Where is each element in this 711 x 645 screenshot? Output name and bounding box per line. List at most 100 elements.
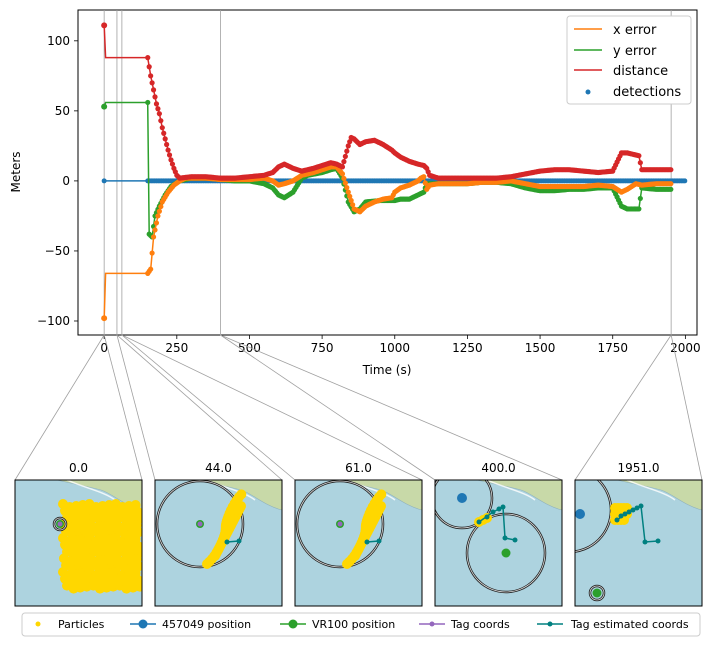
series-point: [636, 153, 642, 159]
series-point: [341, 175, 347, 182]
tag-estimated-point: [638, 503, 644, 509]
series-point: [155, 106, 161, 112]
bottom-legend-label-vr100: VR100 position: [312, 618, 395, 631]
shoreline-path: [626, 480, 676, 501]
series-distance: [101, 22, 674, 181]
inset-title: 44.0: [205, 461, 232, 475]
series-point: [149, 250, 155, 256]
tag-coords-point: [57, 521, 63, 527]
series-point: [347, 139, 353, 145]
tag-estimated-point: [634, 505, 640, 511]
bottom-legend-label-particles: Particles: [58, 618, 105, 631]
tag-estimated-point: [496, 506, 502, 512]
series-point: [165, 147, 171, 153]
series-point: [158, 118, 164, 124]
inset-connectors: [14, 334, 703, 481]
range-circle-inner: [156, 480, 244, 568]
x-tick-label: 1750: [597, 341, 628, 355]
particle: [236, 501, 246, 511]
shoreline-path: [66, 480, 116, 501]
tag-estimated-point: [484, 514, 490, 520]
connector-line: [14, 334, 105, 481]
y-axis-ticks: −100 −50 0 50 100: [37, 34, 78, 328]
tag-estimated-point: [655, 538, 661, 544]
x-tick-label: 0: [100, 341, 108, 355]
series-point: [344, 148, 350, 154]
bottom-legend-label-tag-estimated: Tag estimated coords: [570, 618, 689, 631]
range-circle-inner: [589, 585, 605, 601]
connector-line: [220, 334, 436, 481]
series-point: [146, 64, 152, 70]
x-tick-label: 2000: [670, 341, 701, 355]
series-point: [155, 213, 161, 219]
series-point: [344, 184, 350, 191]
connector-line: [121, 334, 423, 481]
series-start-point: [101, 315, 108, 322]
series-point: [341, 159, 347, 165]
series-point: [145, 99, 151, 106]
x-tick-label: 750: [311, 341, 334, 355]
series-point: [152, 227, 158, 233]
x-tick-label: 1000: [379, 341, 410, 355]
series-point: [159, 125, 165, 131]
series-point: [156, 111, 162, 117]
457049-position: [457, 493, 467, 503]
range-circle-inner: [466, 513, 546, 593]
series-point: [153, 101, 160, 107]
series-point: [345, 189, 351, 195]
x-tick-label: 1500: [525, 341, 556, 355]
series-point: [153, 220, 160, 226]
series-point: [164, 141, 170, 148]
series-point: [168, 157, 174, 163]
detection-point: [682, 178, 688, 184]
legend-label-detections: detections: [613, 85, 681, 100]
x-axis-ticks: 0 250 500 750 1000 1250 1500 1750 2000: [100, 335, 701, 355]
tag-estimated-point: [614, 517, 620, 523]
x-tick-label: 250: [165, 341, 188, 355]
series-point: [668, 186, 674, 192]
main-legend: x error y error distance detections: [566, 15, 692, 105]
legend-label-x-error: x error: [613, 23, 657, 38]
tag-estimated-point: [224, 539, 230, 545]
y-axis-label: Meters: [9, 151, 23, 192]
tag-estimated-point: [630, 507, 636, 513]
tag-coords-point: [197, 521, 203, 527]
particle: [236, 489, 247, 500]
land-area: [616, 480, 702, 511]
series-point: [668, 181, 674, 187]
shoreline-path: [486, 480, 536, 501]
y-tick-label: 100: [47, 34, 70, 48]
tag-estimated-point: [490, 509, 496, 515]
bottom-legend-marker-457049: [138, 619, 148, 629]
inset-map: [575, 480, 702, 606]
series-point: [166, 152, 173, 158]
legend-label-y-error: y error: [613, 44, 657, 59]
particle: [376, 489, 387, 500]
series-point: [162, 136, 168, 142]
series-point: [145, 55, 151, 61]
series-point: [149, 80, 155, 86]
legend-swatch-detections: [585, 89, 591, 95]
bottom-legend: Particles 457049 position VR100 position…: [21, 612, 701, 637]
range-circle-inner: [53, 517, 67, 531]
vr100-position: [501, 548, 511, 558]
series-point: [345, 143, 351, 149]
inset-frame: [294, 479, 423, 607]
y-tick-label: −50: [45, 244, 70, 258]
series-point: [342, 153, 348, 159]
tag-estimated-point: [502, 535, 508, 541]
tag-estimated-point: [364, 539, 370, 545]
series-clip: [101, 22, 688, 322]
series-point: [148, 73, 154, 79]
inset-panel: 400.0: [434, 461, 563, 607]
series-point: [637, 160, 643, 166]
bottom-legend-frame: [21, 612, 701, 637]
series-start-point: [101, 22, 108, 29]
series-point: [150, 87, 157, 93]
connector-line: [574, 334, 672, 481]
series-point: [668, 167, 674, 173]
connector-line: [103, 334, 143, 481]
series-point: [148, 266, 154, 272]
series-point: [169, 161, 176, 167]
